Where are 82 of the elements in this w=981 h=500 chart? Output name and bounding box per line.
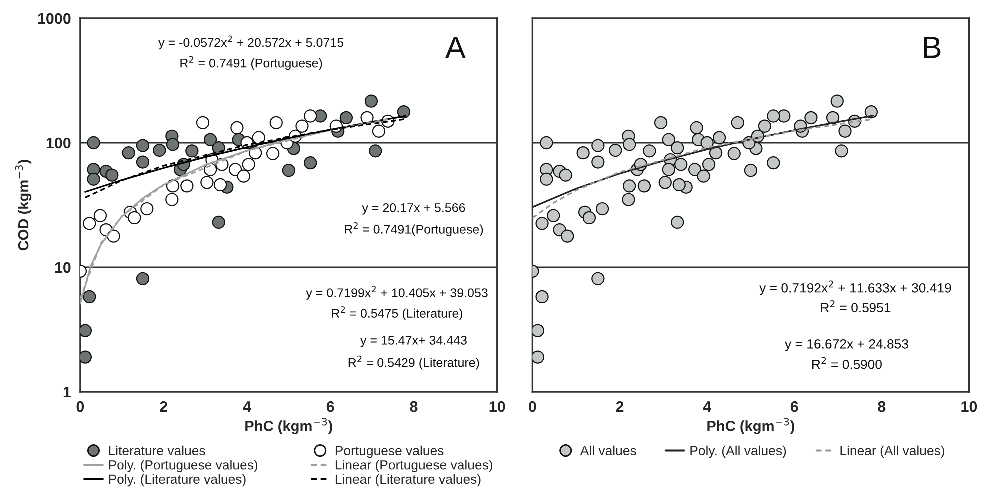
x-tick-label: 10 — [962, 401, 978, 412]
point — [94, 209, 108, 222]
point — [122, 146, 136, 160]
y-tick-label: 10 — [55, 262, 71, 274]
point — [369, 144, 382, 158]
annotation: y = 16.672x + 24.853 — [785, 340, 908, 352]
x-tick-label: 0 — [76, 401, 84, 412]
legend-label: Poly. (Literature values) — [109, 474, 246, 487]
legend-label: Literature values — [109, 446, 206, 456]
point — [153, 144, 166, 158]
point — [106, 168, 119, 182]
legend-label: Poly. (All values) — [690, 446, 786, 458]
point — [107, 230, 120, 243]
x-axis-title: PhC (kgm$^{−3}$) — [246, 418, 332, 434]
x-tick-label: 2 — [160, 401, 168, 412]
annotation: y = 0.7192x$^{2}$ + 11.633x + 30.419 — [760, 280, 952, 296]
annotation: y = 0.7199x$^{2}$ + 10.405x + 39.053 — [306, 286, 488, 300]
x-tick-label: 6 — [326, 401, 334, 412]
x-tick-label: 8 — [410, 401, 418, 412]
legend-label: Linear (Portuguese values) — [336, 460, 492, 472]
point — [136, 139, 150, 152]
x-axis-title: PhC (kgm$^{−3}$) — [708, 418, 794, 434]
point — [166, 193, 179, 206]
point — [304, 156, 318, 170]
point — [83, 217, 96, 230]
point — [372, 124, 386, 138]
point — [296, 120, 309, 133]
point — [136, 156, 150, 169]
annotation: R$^{2}$ = 0.7491 (Portuguese) — [180, 56, 322, 70]
point — [80, 324, 92, 338]
point — [237, 170, 250, 183]
point — [166, 138, 180, 152]
point — [128, 211, 142, 225]
point — [304, 110, 318, 123]
point — [140, 202, 154, 216]
x-tick-label: 10 — [490, 401, 506, 412]
point — [80, 350, 92, 364]
point — [214, 178, 228, 192]
point — [230, 121, 244, 135]
point — [204, 133, 218, 146]
point — [87, 172, 100, 186]
y-tick-label: 1 — [64, 387, 71, 398]
y-axis-title: COD (kgm$^{−3}$) — [15, 160, 32, 251]
point — [186, 144, 199, 158]
annotation: R$^{2}$ = 0.5475 (Literature) — [332, 306, 463, 320]
point — [397, 106, 411, 119]
point — [200, 176, 214, 190]
annotation: R$^{2}$ = 0.5951 — [821, 300, 891, 313]
legend-label: Linear (Literature values) — [336, 474, 481, 487]
annotation: y = -0.0572x$^{2}$ + 20.572x + 5.0715 — [158, 36, 344, 50]
point — [83, 290, 96, 304]
point — [340, 111, 354, 124]
x-tick-label: 2 — [616, 401, 624, 412]
legend-label: Portuguese values — [336, 446, 444, 458]
point — [242, 158, 256, 172]
point — [270, 116, 283, 130]
point — [266, 147, 280, 160]
annotation: A — [446, 37, 466, 58]
point — [212, 216, 226, 230]
annotation: R$^{2}$ = 0.5429 (Literature) — [348, 356, 480, 370]
annotation: R$^{2}$ = 0.7491(Portuguese) — [345, 222, 484, 236]
x-tick-label: 6 — [790, 401, 798, 412]
point — [87, 136, 100, 150]
x-tick-label: 4 — [703, 402, 712, 412]
point — [252, 131, 266, 144]
annotation: y = 15.47x+ 34.443 — [360, 336, 467, 348]
y-tick-label: 100 — [46, 138, 71, 149]
annotation: B — [924, 37, 941, 58]
point — [282, 164, 296, 178]
x-tick-label: 4 — [243, 402, 252, 412]
legend-label: Poly. (Portuguese values) — [109, 460, 258, 472]
legend-label: Linear (All values) — [840, 446, 944, 458]
point — [180, 180, 194, 193]
annotation: R$^{2}$ = 0.5900 — [812, 357, 882, 370]
point — [196, 116, 210, 130]
point — [364, 94, 378, 108]
annotation: y = 20.17x + 5.566 — [362, 203, 466, 215]
y-tick-label: 1000 — [38, 13, 71, 24]
x-tick-label: 8 — [878, 401, 886, 412]
legend-label: All values — [580, 446, 636, 456]
x-tick-label: 0 — [529, 401, 536, 412]
point — [136, 272, 150, 286]
